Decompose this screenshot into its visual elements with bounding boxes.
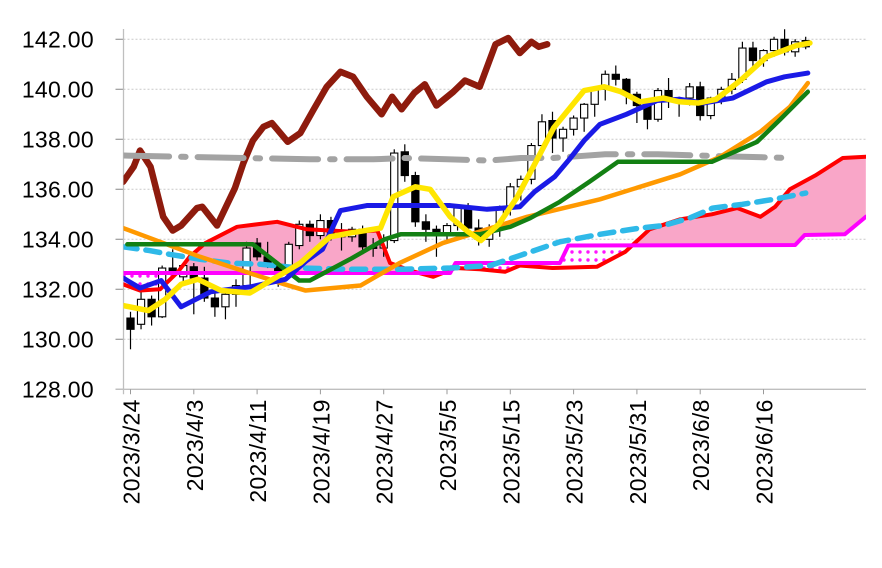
x-axis-label: 2023/5/23 <box>562 399 588 504</box>
candle <box>295 220 304 250</box>
gridlines <box>115 38 866 390</box>
y-axis-label: 128.00 <box>22 376 94 402</box>
y-axis-label: 134.00 <box>22 226 94 252</box>
candle <box>653 88 663 122</box>
x-axis-label: 2023/5/15 <box>498 399 524 504</box>
x-axis-label: 2023/6/8 <box>688 399 714 491</box>
candle <box>558 126 568 152</box>
candle <box>432 225 441 257</box>
candle <box>210 291 220 317</box>
y-axis-label: 140.00 <box>22 76 94 102</box>
y-axis-label: 132.00 <box>22 276 94 302</box>
y-axis-labels: 128.00 130.00 132.00 134.00 136.00 138.00 140.… <box>22 26 94 402</box>
x-axis-label: 2023/3/24 <box>119 399 145 504</box>
candle <box>126 311 135 350</box>
candle <box>189 263 198 315</box>
candle <box>221 290 230 320</box>
series-chikou <box>123 34 551 234</box>
plot-area <box>123 29 866 350</box>
candle <box>664 78 673 109</box>
candle <box>579 103 589 132</box>
x-axis-label: 2023/5/5 <box>435 399 461 491</box>
x-axis-labels: 2023/3/24 2023/4/3 2023/4/11 2023/4/19 2023/… <box>119 399 778 504</box>
x-axis-label: 2023/4/19 <box>308 399 334 504</box>
candle <box>400 144 409 182</box>
candle <box>611 65 620 86</box>
candle <box>316 214 325 240</box>
axes <box>115 29 866 395</box>
x-axis-label: 2023/4/11 <box>245 399 271 502</box>
candle <box>411 171 420 227</box>
series-ma5 <box>123 40 813 314</box>
series-ma200 <box>123 151 797 164</box>
y-axis-label: 136.00 <box>22 176 94 202</box>
x-axis-label: 2023/5/31 <box>625 399 651 504</box>
y-axis-label: 142.00 <box>22 26 94 52</box>
x-axis-label: 2023/4/27 <box>372 399 398 504</box>
y-axis-label: 130.00 <box>22 326 94 352</box>
candle <box>569 115 578 136</box>
y-axis-label: 138.00 <box>22 126 94 152</box>
candle <box>421 214 431 242</box>
series-ma-slow <box>123 190 809 273</box>
cloud-bullish-area <box>632 156 866 246</box>
x-axis-label: 2023/6/16 <box>752 399 778 504</box>
x-axis-label: 2023/4/3 <box>182 399 208 491</box>
series-kijun <box>125 89 811 283</box>
candle <box>748 41 758 67</box>
